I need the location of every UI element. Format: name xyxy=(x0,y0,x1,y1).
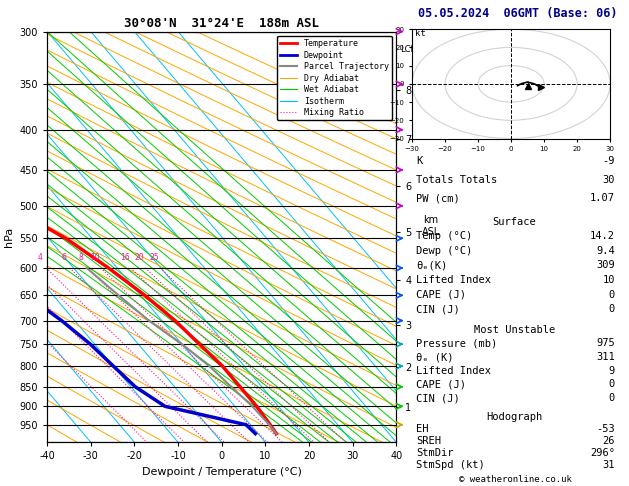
Text: 0: 0 xyxy=(609,393,615,403)
Text: Totals Totals: Totals Totals xyxy=(416,175,498,185)
Text: 9: 9 xyxy=(609,366,615,376)
Text: 6: 6 xyxy=(62,253,66,262)
Text: 1.07: 1.07 xyxy=(590,193,615,203)
Text: 31: 31 xyxy=(603,460,615,470)
Text: 16: 16 xyxy=(120,253,130,262)
Text: 20: 20 xyxy=(135,253,144,262)
Text: Pressure (mb): Pressure (mb) xyxy=(416,338,498,348)
Y-axis label: km
ASL: km ASL xyxy=(422,215,440,237)
Text: CIN (J): CIN (J) xyxy=(416,393,460,403)
Text: 8: 8 xyxy=(79,253,84,262)
Text: K: K xyxy=(416,156,423,166)
Text: Lifted Index: Lifted Index xyxy=(416,366,491,376)
Text: Temp (°C): Temp (°C) xyxy=(416,231,472,242)
Text: Hodograph: Hodograph xyxy=(486,412,543,422)
Text: CAPE (J): CAPE (J) xyxy=(416,380,466,389)
Text: -9: -9 xyxy=(603,156,615,166)
Text: StmDir: StmDir xyxy=(416,448,454,458)
Text: 0: 0 xyxy=(609,304,615,314)
Text: 10: 10 xyxy=(90,253,99,262)
Text: 30: 30 xyxy=(603,175,615,185)
Text: Dewp (°C): Dewp (°C) xyxy=(416,246,472,256)
Text: 4: 4 xyxy=(38,253,43,262)
Text: 26: 26 xyxy=(603,436,615,446)
Text: θₑ (K): θₑ (K) xyxy=(416,352,454,362)
Text: -53: -53 xyxy=(596,424,615,434)
Text: LCL: LCL xyxy=(400,45,415,54)
Text: 14.2: 14.2 xyxy=(590,231,615,242)
Text: EH: EH xyxy=(416,424,428,434)
X-axis label: Dewpoint / Temperature (°C): Dewpoint / Temperature (°C) xyxy=(142,467,302,477)
Text: © weatheronline.co.uk: © weatheronline.co.uk xyxy=(459,474,572,484)
Text: 309: 309 xyxy=(596,260,615,271)
Text: 311: 311 xyxy=(596,352,615,362)
Text: 296°: 296° xyxy=(590,448,615,458)
Text: Surface: Surface xyxy=(493,217,537,227)
Text: 0: 0 xyxy=(609,380,615,389)
Text: StmSpd (kt): StmSpd (kt) xyxy=(416,460,485,470)
Text: SREH: SREH xyxy=(416,436,441,446)
Text: 10: 10 xyxy=(603,275,615,285)
Y-axis label: hPa: hPa xyxy=(4,227,14,247)
Legend: Temperature, Dewpoint, Parcel Trajectory, Dry Adiabat, Wet Adiabat, Isotherm, Mi: Temperature, Dewpoint, Parcel Trajectory… xyxy=(277,36,392,121)
Text: θₑ(K): θₑ(K) xyxy=(416,260,447,271)
Text: kt: kt xyxy=(415,30,426,38)
Text: Most Unstable: Most Unstable xyxy=(474,325,555,335)
Text: PW (cm): PW (cm) xyxy=(416,193,460,203)
Text: Lifted Index: Lifted Index xyxy=(416,275,491,285)
Text: CIN (J): CIN (J) xyxy=(416,304,460,314)
Title: 30°08'N  31°24'E  188m ASL: 30°08'N 31°24'E 188m ASL xyxy=(124,17,320,31)
Text: 9.4: 9.4 xyxy=(596,246,615,256)
Text: 0: 0 xyxy=(609,290,615,299)
Text: 05.05.2024  06GMT (Base: 06): 05.05.2024 06GMT (Base: 06) xyxy=(418,7,617,20)
Text: 975: 975 xyxy=(596,338,615,348)
Text: CAPE (J): CAPE (J) xyxy=(416,290,466,299)
Text: 25: 25 xyxy=(150,253,159,262)
